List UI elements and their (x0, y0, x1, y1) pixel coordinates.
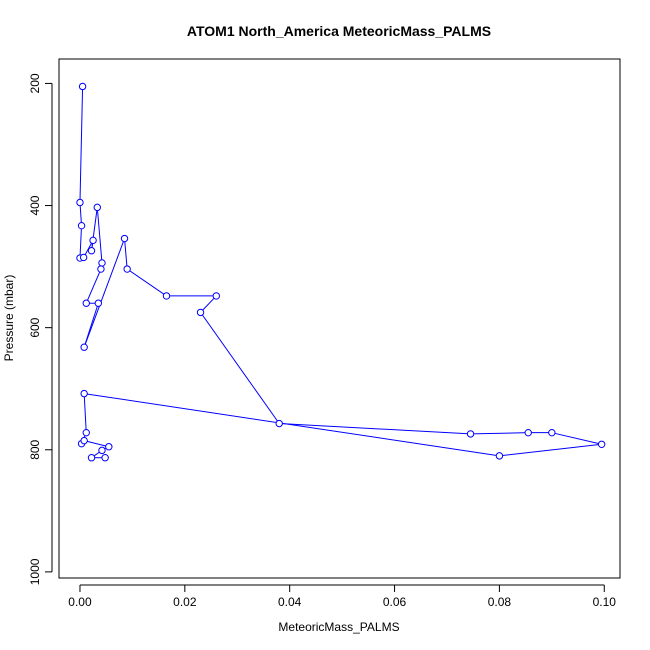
data-point (105, 443, 113, 451)
data-point (275, 419, 283, 428)
data-point (548, 428, 556, 437)
series-segment (126, 268, 167, 297)
series-segment (200, 295, 217, 313)
plot-frame (58, 58, 621, 579)
data-point (87, 247, 96, 255)
y-axis-label: Pressure (mbar) (2, 275, 16, 362)
data-point (97, 265, 105, 273)
data-point (120, 234, 129, 243)
data-point (76, 198, 84, 207)
data-point (80, 389, 88, 398)
data-point (80, 436, 88, 445)
series-segment (124, 238, 128, 270)
series-segment (79, 86, 84, 203)
data-point (466, 430, 475, 438)
series-segment (83, 238, 126, 348)
x-tick-label: 0.04 (278, 595, 302, 609)
x-axis-label: MeteoricMass_PALMS (278, 620, 399, 634)
data-point (597, 440, 606, 448)
x-axis: 0.00 0.02 0.04 0.06 0.08 0.10 (68, 584, 617, 609)
series-segment (85, 268, 102, 304)
data-point (82, 428, 90, 437)
data-point (495, 452, 504, 460)
data-point (98, 446, 106, 455)
data-point (101, 454, 109, 462)
data-point (79, 253, 88, 262)
x-tick-label: 0.00 (68, 595, 92, 609)
series-segment (200, 312, 280, 424)
series-points (76, 82, 606, 462)
y-tick-label: 400 (28, 195, 42, 215)
data-point (89, 236, 97, 245)
series-segment (79, 225, 83, 259)
series-segment (470, 432, 529, 435)
series-segment (84, 440, 109, 448)
series-segment (551, 432, 602, 445)
data-point (87, 454, 96, 462)
series-segment (279, 423, 471, 435)
data-point (524, 428, 532, 437)
y-axis: 200 400 600 800 1000 (28, 73, 53, 585)
data-point (80, 343, 88, 351)
series-segment (84, 393, 500, 457)
y-tick-label: 1000 (28, 558, 42, 585)
data-point (196, 308, 205, 317)
series-segment (96, 207, 103, 263)
y-tick-label: 200 (28, 73, 42, 93)
data-point (78, 82, 87, 91)
series-segment (83, 393, 87, 433)
x-tick-label: 0.06 (383, 595, 407, 609)
y-tick-label: 600 (28, 317, 42, 337)
series-segment (499, 443, 602, 457)
data-point (98, 259, 106, 267)
x-tick-label: 0.02 (173, 595, 197, 609)
data-point (123, 265, 131, 273)
data-point (162, 292, 171, 300)
data-point (94, 299, 103, 307)
y-tick-label: 800 (28, 439, 42, 459)
data-point (77, 221, 86, 230)
data-point (82, 299, 90, 307)
x-tick-label: 0.10 (593, 595, 617, 609)
series-segment (79, 202, 83, 226)
x-tick-label: 0.08 (488, 595, 512, 609)
chart-title: ATOM1 North_America MeteoricMass_PALMS (187, 23, 491, 39)
data-point (212, 292, 220, 300)
data-point (93, 203, 101, 212)
